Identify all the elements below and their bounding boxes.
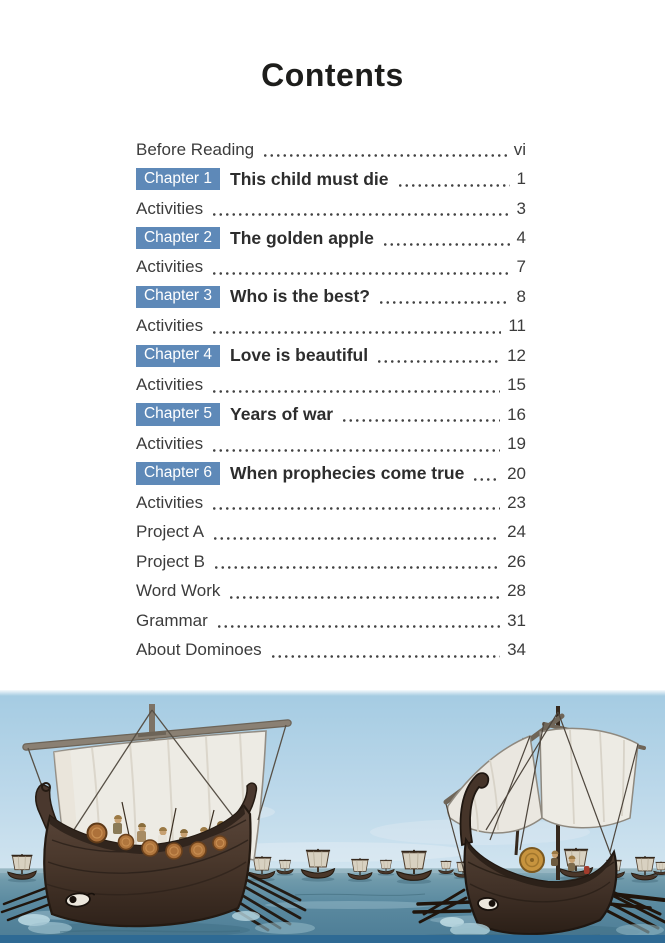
toc-entry-label: Love is beautiful [230, 345, 369, 366]
toc-page-number: 20 [507, 463, 526, 483]
toc-entry-label: Activities [136, 434, 204, 454]
toc-page-number: 19 [507, 434, 526, 454]
dotted-leader [228, 595, 501, 599]
toc-row: Chapter 3 Who is the best? 8 [136, 282, 526, 311]
left-warship [0, 704, 315, 934]
dotted-leader [215, 625, 501, 629]
chapter-badge: Chapter 5 [136, 403, 220, 426]
toc-page-number: 3 [516, 198, 526, 218]
right-warship [412, 706, 665, 937]
toc-entry-label: The golden apple [230, 227, 374, 248]
toc-row: Activities 3 [136, 194, 526, 223]
toc-page-number: 7 [516, 257, 526, 277]
toc-row: Activities 23 [136, 488, 526, 517]
dotted-leader [212, 536, 501, 540]
dotted-leader [211, 213, 510, 217]
dotted-leader [211, 389, 501, 393]
toc-page-number: 34 [507, 640, 526, 660]
toc-page-number: 11 [508, 316, 526, 336]
dotted-leader [381, 242, 510, 246]
dotted-leader [341, 419, 501, 423]
toc-entry-label: Project A [136, 522, 205, 542]
toc-row: Grammar 31 [136, 606, 526, 635]
toc-page-number: 23 [507, 492, 526, 512]
toc-entry-label: Activities [136, 257, 204, 277]
chapter-badge: Chapter 6 [136, 462, 220, 485]
dotted-leader [376, 360, 501, 364]
toc-row: Activities 19 [136, 429, 526, 458]
toc-row: Chapter 4 Love is beautiful 12 [136, 341, 526, 370]
dotted-leader [211, 271, 510, 275]
dotted-leader [472, 478, 501, 482]
toc-row: Activities 7 [136, 253, 526, 282]
dotted-leader [269, 654, 501, 658]
toc-row: Project A 24 [136, 518, 526, 547]
toc-row: Activities 15 [136, 371, 526, 400]
dotted-leader [378, 301, 510, 305]
toc-page-number: 8 [516, 286, 526, 306]
chapter-badge: Chapter 2 [136, 226, 220, 250]
toc-entry-label: About Dominoes [136, 640, 262, 660]
dotted-leader [211, 448, 501, 452]
toc-page-number: 26 [507, 551, 526, 571]
chapter-badge: Chapter 1 [136, 167, 220, 191]
toc-entry-label: Grammar [136, 610, 208, 630]
toc-page-number: vi [513, 139, 526, 159]
toc-entry-label: Before Reading [136, 139, 255, 159]
dotted-leader [396, 183, 510, 187]
toc-page-number: 15 [507, 375, 526, 395]
toc-row: Activities 11 [136, 312, 526, 341]
toc-page-number: 12 [507, 345, 526, 365]
toc-page-number: 1 [516, 169, 526, 189]
greek-warships-illustration [0, 690, 665, 943]
toc-entry-label: Years of war [230, 404, 334, 425]
toc-page-number: 16 [507, 404, 526, 424]
toc-page-number: 4 [516, 228, 526, 248]
dotted-leader [211, 330, 502, 334]
dotted-leader [212, 566, 501, 570]
toc-entry-label: This child must die [230, 168, 389, 189]
toc-row: About Dominoes 34 [136, 635, 526, 664]
toc-row: Chapter 5 Years of war 16 [136, 400, 526, 429]
toc-page-number: 31 [507, 610, 526, 630]
page-title: Contents [261, 57, 404, 93]
toc-row: Project B 26 [136, 547, 526, 576]
toc-row: Chapter 2 The golden apple 4 [136, 223, 526, 252]
toc-entry-label: Activities [136, 198, 204, 218]
chapter-badge: Chapter 3 [136, 285, 220, 309]
toc-row: Word Work 28 [136, 577, 526, 606]
dotted-leader [211, 507, 501, 511]
toc-entry-label: Activities [136, 492, 204, 512]
chapter-badge: Chapter 4 [136, 344, 220, 368]
toc-entry-label: Activities [136, 375, 204, 395]
toc-row: Chapter 6 When prophecies come true 20 [136, 459, 526, 488]
toc-entry-label: Word Work [136, 581, 221, 601]
toc-page-number: 24 [507, 522, 526, 542]
toc-entry-label: Activities [136, 316, 204, 336]
toc-entry-label: Who is the best? [230, 286, 370, 307]
toc-page-number: 28 [507, 581, 526, 601]
toc-row: Before Reading vi [136, 135, 526, 164]
dotted-leader [262, 154, 507, 158]
table-of-contents: Before Reading vi Chapter 1 This child m… [136, 135, 526, 665]
toc-entry-label: Project B [136, 551, 205, 571]
toc-row: Chapter 1 This child must die 1 [136, 164, 526, 193]
toc-entry-label: When prophecies come true [230, 463, 465, 484]
